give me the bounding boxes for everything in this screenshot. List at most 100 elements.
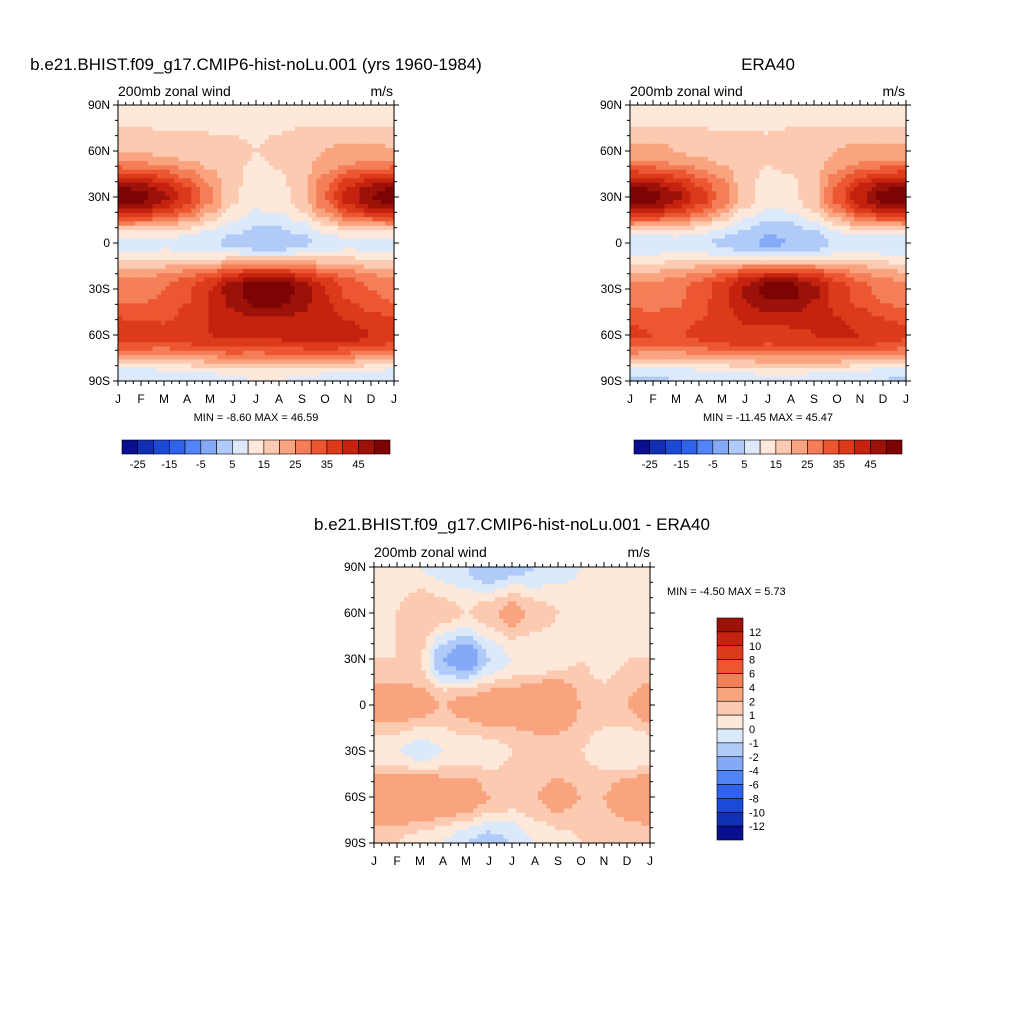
field-cell bbox=[363, 368, 369, 373]
field-cell bbox=[135, 208, 141, 214]
field-cell bbox=[187, 294, 192, 300]
field-cell bbox=[776, 130, 782, 136]
field-cell bbox=[152, 359, 158, 365]
field-cell bbox=[212, 182, 218, 188]
field-cell bbox=[290, 260, 296, 266]
field-cell bbox=[130, 143, 136, 149]
field-cell bbox=[204, 376, 210, 382]
field-cell bbox=[182, 161, 188, 166]
x-tick-label: J bbox=[391, 392, 397, 406]
field-cell bbox=[828, 105, 834, 110]
field-cell bbox=[875, 117, 881, 123]
field-cell bbox=[130, 204, 136, 210]
field-cell bbox=[316, 156, 322, 162]
field-cell bbox=[299, 225, 305, 231]
field-cell bbox=[290, 363, 296, 369]
field-cell bbox=[174, 264, 179, 270]
field-cell bbox=[234, 204, 240, 210]
field-cell bbox=[355, 329, 361, 335]
field-cell bbox=[858, 135, 864, 141]
field-cell bbox=[312, 217, 317, 223]
field-cell bbox=[221, 316, 227, 322]
field-cell bbox=[277, 363, 283, 369]
field-cell bbox=[182, 113, 188, 119]
field-cell bbox=[143, 169, 149, 175]
field-cell bbox=[199, 230, 205, 235]
field-cell bbox=[122, 105, 128, 110]
field-cell bbox=[281, 221, 287, 227]
field-cell bbox=[363, 372, 369, 378]
field-cell bbox=[169, 243, 175, 248]
field-cell bbox=[286, 342, 292, 348]
field-cell bbox=[130, 299, 136, 304]
field-cell bbox=[303, 169, 309, 175]
field-cell bbox=[897, 105, 903, 110]
field-cell bbox=[187, 195, 192, 201]
field-cell bbox=[716, 143, 722, 149]
field-cell bbox=[277, 230, 283, 235]
field-cell bbox=[135, 333, 141, 339]
field-cell bbox=[187, 234, 192, 240]
field-cell bbox=[286, 234, 292, 240]
field-cell bbox=[195, 139, 201, 145]
field-cell bbox=[733, 109, 739, 115]
field-cell bbox=[277, 273, 283, 279]
field-cell bbox=[837, 135, 842, 141]
field-cell bbox=[381, 152, 386, 158]
field-cell bbox=[182, 243, 188, 248]
field-cell bbox=[126, 346, 132, 352]
field-cell bbox=[316, 126, 322, 132]
field-cell bbox=[191, 320, 197, 326]
field-cell bbox=[299, 247, 305, 253]
field-cell bbox=[182, 139, 188, 145]
field-cell bbox=[187, 355, 192, 361]
field-cell bbox=[238, 324, 244, 330]
field-cell bbox=[204, 234, 210, 240]
field-cell bbox=[139, 139, 145, 145]
field-cell bbox=[199, 161, 205, 166]
field-cell bbox=[251, 130, 257, 136]
field-cell bbox=[251, 221, 257, 227]
field-cell bbox=[307, 221, 313, 227]
field-cell bbox=[135, 182, 141, 188]
field-cell bbox=[699, 139, 704, 145]
field-cell bbox=[875, 105, 881, 110]
field-cell bbox=[350, 299, 356, 304]
field-cell bbox=[230, 376, 236, 382]
field-cell bbox=[187, 182, 192, 188]
field-cell bbox=[268, 251, 274, 257]
field-cell bbox=[135, 320, 141, 326]
field-cell bbox=[212, 161, 218, 166]
field-cell bbox=[337, 156, 343, 162]
field-cell bbox=[195, 221, 201, 227]
field-cell bbox=[376, 359, 382, 365]
field-cell bbox=[677, 109, 683, 115]
field-cell bbox=[333, 243, 339, 248]
field-cell bbox=[178, 303, 184, 309]
field-cell bbox=[337, 230, 343, 235]
field-cell bbox=[191, 161, 197, 166]
field-cell bbox=[225, 372, 231, 378]
field-cell bbox=[195, 238, 201, 244]
field-cell bbox=[359, 238, 365, 244]
field-cell bbox=[355, 234, 361, 240]
field-cell bbox=[312, 195, 317, 201]
field-cell bbox=[268, 208, 274, 214]
field-cell bbox=[711, 148, 717, 154]
field-cell bbox=[381, 105, 386, 110]
field-cell bbox=[333, 346, 339, 352]
field-cell bbox=[359, 156, 365, 162]
field-cell bbox=[299, 178, 305, 184]
field-cell bbox=[130, 268, 136, 274]
field-cell bbox=[359, 294, 365, 300]
field-cell bbox=[126, 186, 132, 192]
field-cell bbox=[329, 359, 335, 365]
field-cell bbox=[286, 199, 292, 205]
field-cell bbox=[307, 372, 313, 378]
field-cell bbox=[178, 238, 184, 244]
field-cell bbox=[299, 290, 305, 296]
field-cell bbox=[118, 165, 123, 171]
field-cell bbox=[325, 117, 330, 123]
field-cell bbox=[268, 217, 274, 223]
field-cell bbox=[880, 113, 886, 119]
